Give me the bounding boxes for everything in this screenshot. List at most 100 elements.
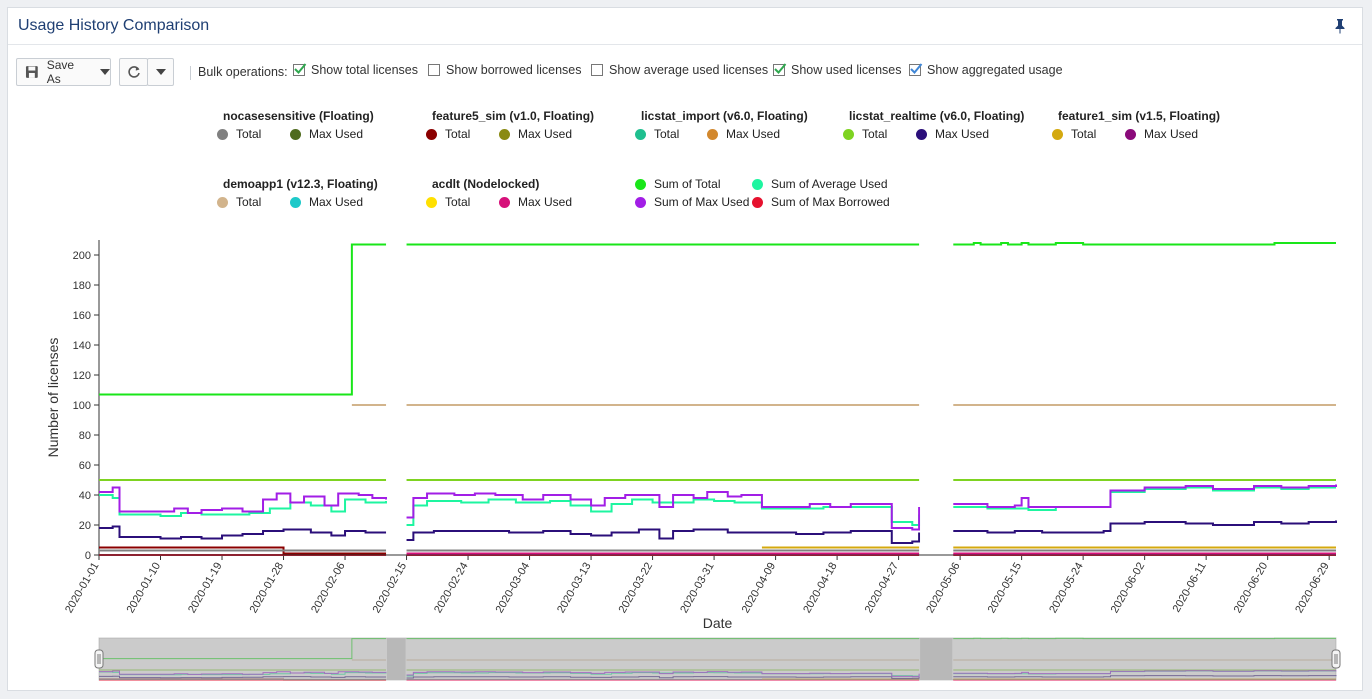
y-tick-label: 80 bbox=[79, 430, 91, 442]
legend-swatch bbox=[635, 178, 646, 190]
x-tick-label: 2020-04-18 bbox=[801, 561, 840, 616]
legend-label: Max Used bbox=[1144, 127, 1199, 141]
refresh-button[interactable] bbox=[119, 58, 148, 86]
x-tick-label: 2020-06-11 bbox=[1171, 561, 1209, 615]
legend-swatch bbox=[635, 128, 646, 140]
legend-swatch bbox=[916, 128, 927, 140]
navigator-series-line bbox=[99, 678, 387, 681]
checkbox-show-used-licenses[interactable]: Show used licenses bbox=[773, 63, 901, 77]
y-tick-label: 40 bbox=[79, 490, 91, 502]
legend-item[interactable]: Total bbox=[426, 195, 470, 209]
pin-icon[interactable] bbox=[1332, 18, 1348, 34]
legend-item[interactable]: Total bbox=[217, 127, 261, 141]
x-tick-label: 2020-06-29 bbox=[1293, 561, 1332, 616]
x-tick-label: 2020-05-15 bbox=[986, 560, 1025, 615]
y-tick-label: 180 bbox=[73, 280, 91, 292]
legend-item[interactable]: Max Used bbox=[707, 127, 780, 141]
legend-swatch bbox=[707, 128, 718, 140]
x-tick-label: 2020-02-24 bbox=[432, 561, 471, 616]
legend-label: Max Used bbox=[309, 195, 364, 209]
x-tick-label: 2020-03-04 bbox=[494, 561, 533, 616]
bulk-operations-label: Bulk operations: bbox=[198, 65, 288, 79]
y-tick-label: 200 bbox=[73, 250, 91, 262]
checkbox-label: Show used licenses bbox=[791, 63, 902, 77]
legend-item[interactable]: Max Used bbox=[290, 195, 363, 209]
legend-label: Max Used bbox=[726, 127, 781, 141]
checkbox-label: Show borrowed licenses bbox=[446, 63, 582, 77]
legend-item[interactable]: Total bbox=[426, 127, 470, 141]
usage-history-panel: Usage History Comparison Save As Bulk op… bbox=[7, 7, 1363, 691]
x-tick-label: 2020-04-27 bbox=[863, 561, 902, 616]
legend-group-title: nocasesensitive (Floating) bbox=[223, 109, 374, 123]
toolbar-separator bbox=[190, 66, 191, 80]
x-tick-label: 2020-06-20 bbox=[1232, 561, 1271, 616]
legend-item-sum-of-max-borrowed[interactable]: Sum of Max Borrowed bbox=[752, 195, 890, 209]
checkbox-checked-icon bbox=[773, 63, 787, 76]
legend-swatch bbox=[635, 196, 646, 208]
checkbox-checked-icon bbox=[909, 63, 923, 76]
checkbox-show-borrowed-licenses[interactable]: Show borrowed licenses bbox=[428, 63, 582, 77]
navigator-right-handle[interactable] bbox=[1331, 649, 1341, 669]
legend-group-title: feature1_sim (v1.5, Floating) bbox=[1058, 109, 1221, 123]
checkbox-checked-icon bbox=[293, 63, 307, 76]
series-line-sum-of-total bbox=[99, 242, 1336, 396]
legend-item[interactable]: Total bbox=[635, 127, 679, 141]
legend-item[interactable]: Max Used bbox=[499, 195, 572, 209]
checkbox-label: Show aggregated usage bbox=[927, 63, 1063, 77]
legend-label: Max Used bbox=[935, 127, 990, 141]
legend-item-sum-of-average-used[interactable]: Sum of Average Used bbox=[752, 177, 888, 191]
legend-item[interactable]: Total bbox=[217, 195, 261, 209]
legend-swatch bbox=[217, 128, 228, 140]
x-tick-label: 2020-01-01 bbox=[63, 561, 102, 616]
x-tick-label: 2020-05-24 bbox=[1047, 561, 1086, 616]
save-as-label: Save As bbox=[46, 58, 75, 86]
checkbox-show-average-used-licenses[interactable]: Show average used licenses bbox=[591, 63, 768, 77]
legend-label: Sum of Average Used bbox=[771, 177, 888, 191]
legend-label: Total bbox=[236, 127, 262, 141]
legend-item[interactable]: Max Used bbox=[499, 127, 572, 141]
navigator-selection-mask bbox=[99, 638, 1336, 680]
navigator-series-line bbox=[99, 670, 1336, 677]
series-line-feature5-sim-total bbox=[99, 546, 387, 555]
legend-label: Max Used bbox=[309, 127, 364, 141]
legend-group-title: feature5_sim (v1.0, Floating) bbox=[432, 109, 595, 123]
legend-swatch bbox=[752, 178, 763, 190]
x-tick-label: 2020-01-19 bbox=[186, 561, 225, 616]
series-line-sum-of-average-used bbox=[99, 486, 1336, 526]
legend-item[interactable]: Max Used bbox=[916, 127, 989, 141]
checkbox-label: Show average used licenses bbox=[609, 63, 769, 77]
legend-swatch bbox=[426, 128, 437, 140]
legend-swatch bbox=[1052, 128, 1063, 140]
legend-item-sum-of-total[interactable]: Sum of Total bbox=[635, 177, 720, 191]
legend-group-title: licstat_import (v6.0, Floating) bbox=[641, 109, 808, 123]
legend-item[interactable]: Max Used bbox=[290, 127, 363, 141]
navigator-gap bbox=[920, 638, 953, 680]
y-tick-label: 120 bbox=[73, 370, 91, 382]
checkbox-show-total-licenses[interactable]: Show total licenses bbox=[293, 63, 418, 77]
x-tick-label: 2020-06-02 bbox=[1109, 561, 1148, 616]
legend-label: Max Used bbox=[518, 127, 573, 141]
legend-item[interactable]: Max Used bbox=[1125, 127, 1198, 141]
x-tick-label: 2020-02-15 bbox=[371, 561, 410, 616]
legend-item[interactable]: Total bbox=[1052, 127, 1096, 141]
x-tick-label: 2020-04-09 bbox=[740, 561, 779, 616]
series-line-licstat-realtime-max-used bbox=[99, 520, 1337, 544]
legend-label: Total bbox=[1071, 127, 1097, 141]
checkbox-unchecked-icon bbox=[591, 64, 603, 76]
y-tick-label: 0 bbox=[85, 550, 91, 562]
refresh-options-dropdown[interactable] bbox=[147, 58, 174, 86]
legend-item-sum-of-max-used[interactable]: Sum of Max Used bbox=[635, 195, 749, 209]
y-tick-label: 140 bbox=[73, 340, 91, 352]
legend-item[interactable]: Total bbox=[843, 127, 887, 141]
navigator-left-handle[interactable] bbox=[94, 649, 104, 669]
checkbox-show-aggregated-usage[interactable]: Show aggregated usage bbox=[909, 63, 1063, 77]
save-as-button[interactable]: Save As bbox=[16, 58, 111, 86]
x-tick-label: 2020-03-13 bbox=[555, 561, 594, 616]
legend-swatch bbox=[843, 128, 854, 140]
checkbox-label: Show total licenses bbox=[311, 63, 419, 77]
legend-label: Total bbox=[445, 195, 471, 209]
legend-swatch bbox=[426, 196, 437, 208]
y-axis-label: Number of licenses bbox=[45, 338, 61, 458]
data-gap bbox=[387, 238, 406, 554]
legend-swatch bbox=[1125, 128, 1136, 140]
